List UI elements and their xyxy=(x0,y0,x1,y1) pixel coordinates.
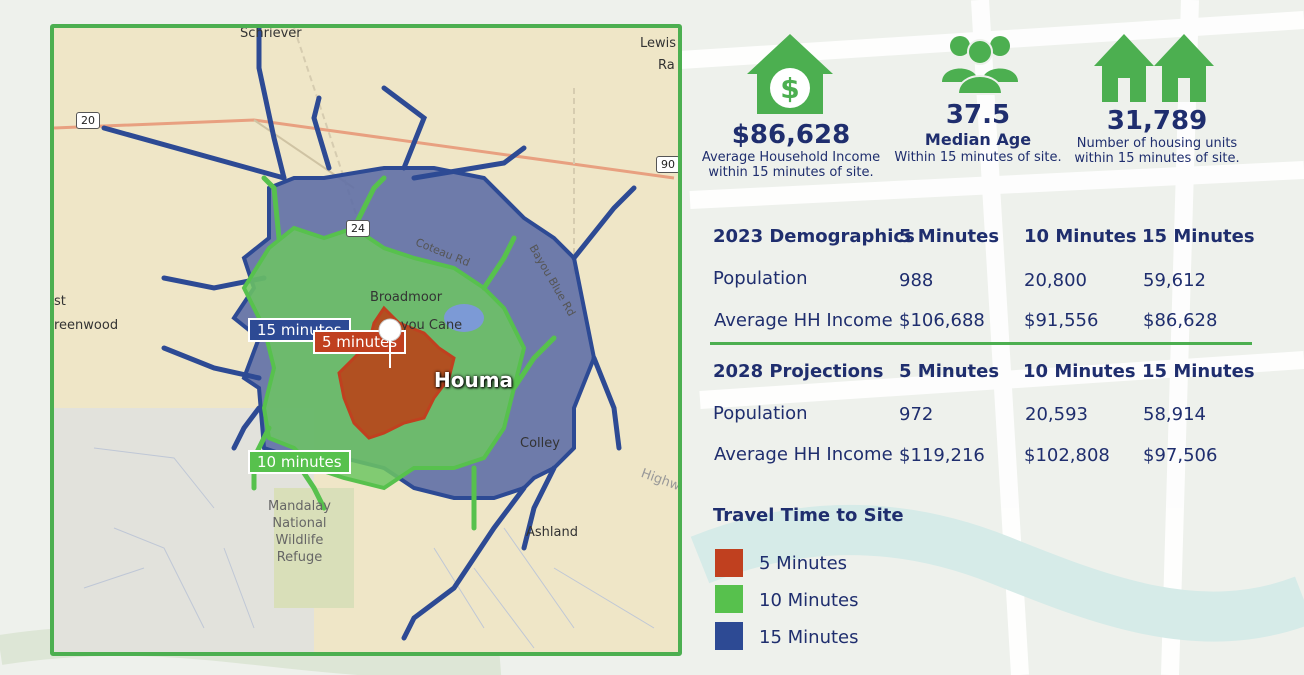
stat-line2: within 15 minutes of site. xyxy=(1074,151,1240,166)
table-divider xyxy=(710,342,1252,345)
people-group-icon xyxy=(942,36,1018,95)
refuge-line-1: Mandalay xyxy=(268,499,331,514)
stat-line1: Average Household Income xyxy=(701,150,881,165)
stat-line2: within 15 minutes of site. xyxy=(708,165,874,180)
cell-population-10min: 20,593 xyxy=(1025,404,1088,425)
row-income-label: Average HH Income xyxy=(714,444,893,465)
map-label-broadmoor: Broadmoor xyxy=(370,290,443,305)
legend-swatch-5min xyxy=(715,549,743,577)
map-label-st: st xyxy=(54,294,66,309)
refuge-line-2: National xyxy=(272,516,327,531)
route-shield-24: 24 xyxy=(346,220,370,237)
house-dollar-icon: $ xyxy=(747,34,833,114)
table-header-5min: 5 Minutes xyxy=(899,361,1000,382)
map-label-refuge: Mandalay National Wildlife Refuge xyxy=(268,498,331,566)
cell-population-5min: 988 xyxy=(899,270,934,291)
cell-income-10min: $102,808 xyxy=(1024,445,1110,466)
stat-value: $86,628 xyxy=(731,120,851,150)
stat-avg-household-income: $86,628 Average Household Income within … xyxy=(700,120,882,180)
table-header-10min: 10 Minutes xyxy=(1024,226,1137,247)
map-canvas xyxy=(54,28,678,652)
map-label-ra: Ra xyxy=(658,58,675,73)
legend-label-5min: 5 Minutes xyxy=(759,553,848,574)
svg-text:$: $ xyxy=(780,72,799,105)
travel-time-map[interactable]: Schriever Lewis Ra st reenwood Broadmoor… xyxy=(50,24,682,656)
legend-title: Travel Time to Site xyxy=(713,505,904,526)
cell-income-5min: $106,688 xyxy=(899,310,985,331)
cell-population-15min: 58,914 xyxy=(1143,404,1206,425)
map-label-lewis: Lewis xyxy=(640,36,677,51)
map-label-reenwood: reenwood xyxy=(54,318,119,333)
cell-income-10min: $91,556 xyxy=(1024,310,1099,331)
map-label-bayou-cane: Bayou Cane xyxy=(384,318,463,333)
zone-tag-10-minutes: 10 minutes xyxy=(248,450,351,474)
legend-swatch-15min xyxy=(715,622,743,650)
stat-value: 31,789 xyxy=(1106,106,1208,136)
stat-median-age: 37.5 Median Age Within 15 minutes of sit… xyxy=(892,100,1064,165)
stat-line1: Number of housing units xyxy=(1076,136,1238,151)
stat-housing-units: 31,789 Number of housing units within 15… xyxy=(1074,106,1240,166)
table-header-15min: 15 Minutes xyxy=(1142,226,1255,247)
route-shield-90: 90 xyxy=(656,156,678,173)
cell-income-5min: $119,216 xyxy=(899,445,985,466)
cell-income-15min: $97,506 xyxy=(1143,445,1218,466)
stat-line2: Within 15 minutes of site. xyxy=(894,150,1062,165)
houses-icon xyxy=(1094,34,1214,102)
refuge-line-3: Wildlife xyxy=(275,533,324,548)
map-label-schriever: Schriever xyxy=(240,26,302,41)
table-header-title: 2028 Projections xyxy=(713,361,884,382)
stat-line1: Median Age xyxy=(924,130,1032,149)
map-label-colley: Colley xyxy=(520,436,560,451)
route-shield-20: 20 xyxy=(76,112,100,129)
cell-income-15min: $86,628 xyxy=(1143,310,1218,331)
table-header-5min: 5 Minutes xyxy=(899,226,1000,247)
cell-population-10min: 20,800 xyxy=(1024,270,1087,291)
table-header-title: 2023 Demographics xyxy=(713,226,915,247)
legend-label-15min: 15 Minutes xyxy=(759,627,859,648)
stat-value: 37.5 xyxy=(945,100,1011,130)
row-income-label: Average HH Income xyxy=(714,310,893,331)
refuge-line-4: Refuge xyxy=(276,550,323,565)
table-header-10min: 10 Minutes xyxy=(1023,361,1136,382)
map-label-houma: Houma xyxy=(434,368,514,392)
legend-label-10min: 10 Minutes xyxy=(759,590,859,611)
cell-population-5min: 972 xyxy=(899,404,934,425)
legend-swatch-10min xyxy=(715,585,743,613)
site-pin-icon[interactable] xyxy=(378,318,402,370)
map-label-ashland: Ashland xyxy=(526,525,578,540)
row-population-label: Population xyxy=(713,268,808,289)
table-header-15min: 15 Minutes xyxy=(1142,361,1255,382)
row-population-label: Population xyxy=(713,403,808,424)
cell-population-15min: 59,612 xyxy=(1143,270,1206,291)
